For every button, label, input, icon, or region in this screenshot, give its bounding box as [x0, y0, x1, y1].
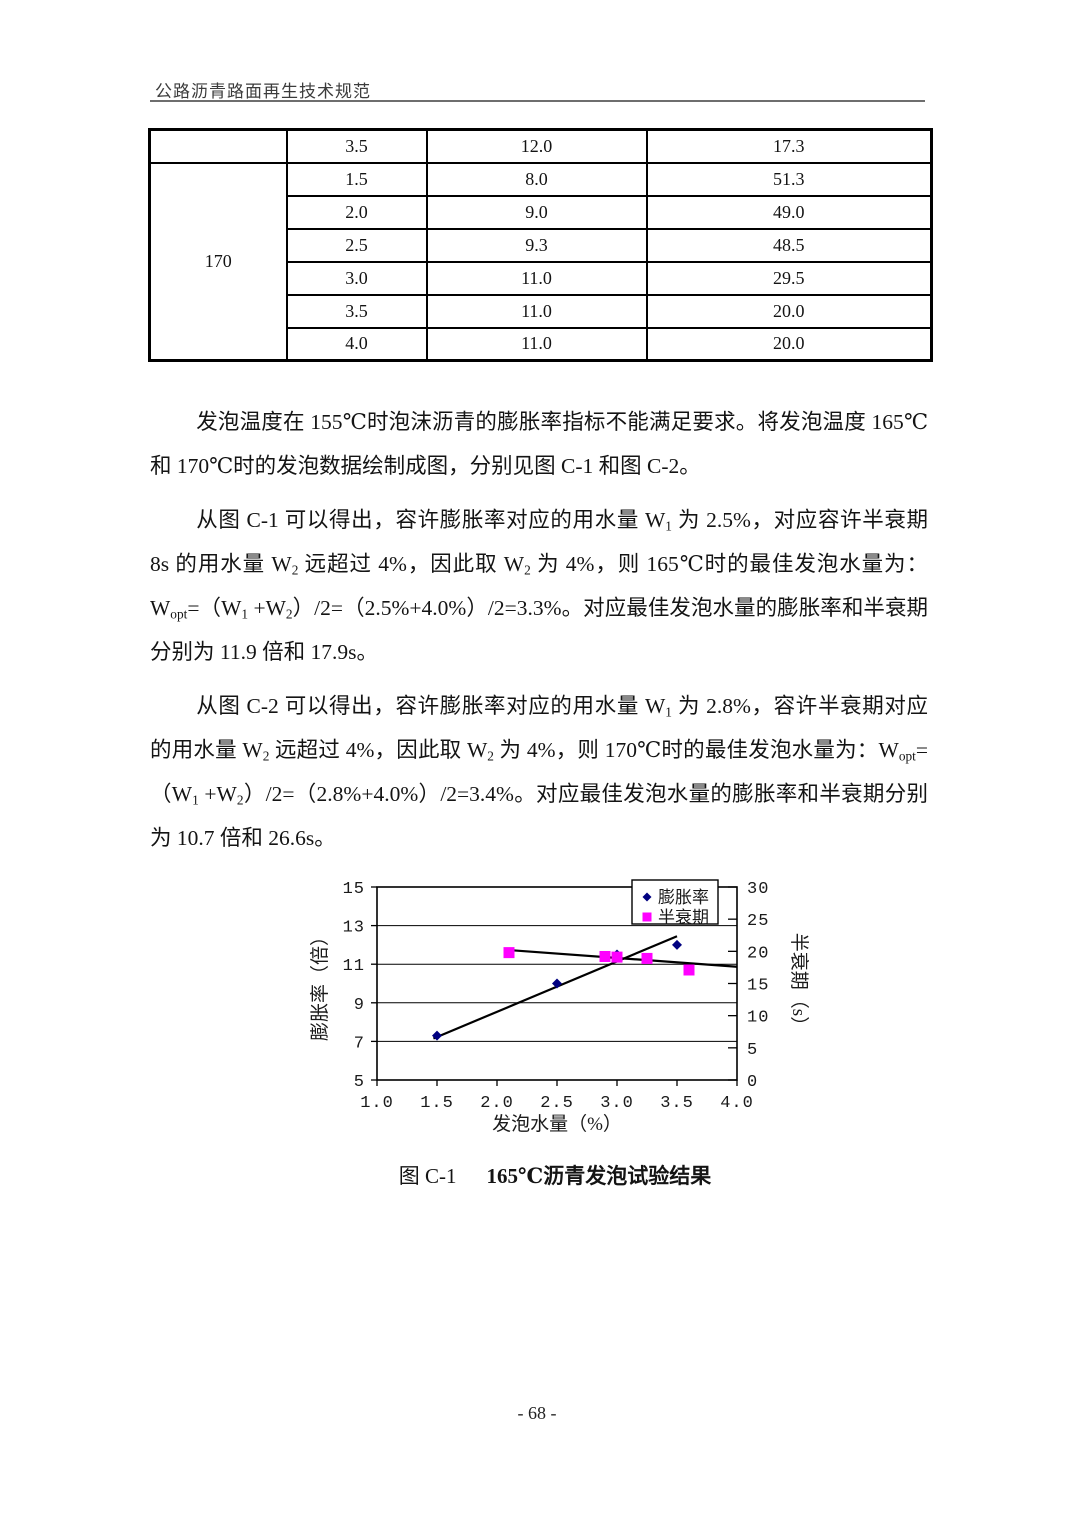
x-tick-label: 1.5 — [420, 1094, 454, 1113]
left-tick-label: 7 — [354, 1034, 365, 1053]
left-tick-label: 11 — [343, 957, 365, 976]
subscript: opt — [898, 748, 916, 764]
header-title: 公路沥青路面再生技术规范 — [155, 82, 371, 101]
table-row: 3.5 12.0 17.3 — [148, 128, 933, 164]
header-rule — [150, 100, 925, 102]
trendline-series-0 — [432, 935, 678, 1040]
table-cell: 3.0 — [285, 260, 428, 296]
table-cell: 49.0 — [645, 194, 933, 230]
left-tick-label: 9 — [354, 996, 365, 1015]
table-cell: 51.3 — [645, 161, 933, 197]
chart-svg: 5 7 9 11 13 15 0 5 10 15 20 25 30 1.0 1.5 2.0 2.5 3.0 3.5 4… — [309, 879, 810, 1135]
subscript: 1 — [665, 518, 672, 534]
x-tick-label: 3.0 — [600, 1094, 634, 1113]
table-cell: 2.0 — [285, 194, 428, 230]
left-axis-title: 膨胀率（倍） — [309, 927, 331, 1041]
x-tick-label: 2.5 — [540, 1094, 574, 1113]
table-row: 3.5 11.0 20.0 — [150, 293, 933, 329]
marker-square — [641, 952, 653, 964]
right-tick-label: 10 — [747, 1009, 769, 1028]
table-cell: 11.0 — [425, 260, 648, 296]
table-cell: 3.5 — [285, 293, 428, 329]
subscript: 2 — [291, 562, 299, 578]
table-cell: 12.0 — [425, 128, 648, 164]
table-cell: 8.0 — [425, 161, 648, 197]
table-row: 170 1.5 8.0 51.3 — [148, 161, 933, 362]
body-text: 发泡温度在 155℃时泡沫沥青的膨胀率指标不能满足要求。将发泡温度 165℃和 … — [150, 400, 928, 860]
left-tick-label: 5 — [354, 1073, 365, 1092]
legend-square-marker — [642, 912, 652, 922]
page-number: - 68 - — [517, 1403, 557, 1423]
x-tick-label: 2.0 — [480, 1094, 514, 1113]
marker-square — [683, 964, 695, 976]
marker-diamond — [432, 1030, 442, 1041]
marker-square — [599, 950, 611, 962]
marker-square — [503, 947, 515, 959]
x-axis-title: 发泡水量（%） — [492, 1113, 622, 1135]
figure-caption-title: 165℃沥青发泡试验结果 — [486, 1164, 712, 1188]
table-cell: 20.0 — [645, 326, 933, 362]
table-cell: 29.5 — [645, 260, 933, 296]
table-cell: 1.5 — [285, 161, 428, 197]
table-row: 2.5 9.3 48.5 — [150, 227, 933, 263]
subscript: 2 — [236, 792, 244, 808]
table-cell: 4.0 — [285, 326, 428, 362]
subscript: 2 — [487, 748, 494, 764]
paragraph-3: 从图 C-2 可以得出，容许膨胀率对应的用水量 W1 为 2.8%，容许半衰期对… — [150, 694, 929, 850]
figure-caption-label: 图 C-1 — [398, 1164, 457, 1188]
marker-diamond — [672, 939, 682, 950]
legend-label: 半衰期 — [658, 908, 709, 927]
table-row: 4.0 11.0 20.0 — [150, 326, 933, 362]
left-tick-label: 13 — [343, 919, 365, 938]
table-cell: 17.3 — [645, 128, 933, 164]
table-cell: 2.5 — [285, 227, 428, 263]
subscript: 2 — [524, 562, 531, 578]
subscript: opt — [170, 606, 188, 622]
marker-diamond — [552, 978, 562, 989]
x-tick-label: 3.5 — [660, 1094, 694, 1113]
table-cell: 9.0 — [425, 194, 648, 230]
paragraph-2: 从图 C-1 可以得出，容许膨胀率对应的用水量 W1 为 2.5%，对应容许半衰… — [150, 508, 928, 664]
right-tick-label: 20 — [747, 944, 769, 963]
table-cell-empty — [148, 128, 288, 164]
figure-c1-chart: 5 7 9 11 13 15 0 5 10 15 20 25 30 1.0 1.5 2.0 2.5 3.0 3.5 4… — [298, 866, 820, 1158]
table-cell: 48.5 — [645, 227, 933, 263]
table-row: 2.0 9.0 49.0 — [150, 194, 933, 230]
legend-diamond-marker — [642, 892, 652, 902]
figure-caption: 图 C-1 165℃沥青发泡试验结果 — [18, 1160, 1074, 1190]
marker-square — [611, 951, 623, 963]
subscript: 2 — [262, 748, 270, 764]
x-tick-label: 1.0 — [360, 1094, 394, 1113]
subscript: 1 — [192, 792, 199, 808]
right-axis-title: 半衰期（s） — [788, 933, 810, 1035]
foaming-data-table: 3.5 12.0 17.3 170 1.5 8.0 51.3 2.0 9.0 4… — [148, 128, 933, 362]
right-tick-label: 0 — [747, 1073, 758, 1092]
table-cell: 11.0 — [425, 293, 648, 329]
trendline-series-1 — [508, 948, 738, 968]
table-cell: 9.3 — [425, 227, 648, 263]
table-cell: 11.0 — [425, 326, 648, 362]
table-row: 3.0 11.0 29.5 — [150, 260, 933, 296]
table-cell: 20.0 — [645, 293, 933, 329]
table-cell-temperature: 170 — [148, 161, 288, 362]
right-tick-label: 30 — [747, 880, 769, 899]
subscript: 2 — [285, 606, 293, 622]
paragraph-1: 发泡温度在 155℃时泡沫沥青的膨胀率指标不能满足要求。将发泡温度 165℃和 … — [150, 410, 928, 478]
legend-label: 膨胀率 — [658, 888, 709, 907]
right-tick-label: 15 — [747, 977, 769, 996]
right-tick-label: 5 — [747, 1041, 758, 1060]
table-cell: 3.5 — [285, 128, 428, 164]
subscript: 1 — [665, 704, 672, 720]
left-tick-label: 15 — [343, 880, 365, 899]
x-tick-label: 4.0 — [720, 1094, 754, 1113]
subscript: 1 — [241, 606, 249, 622]
right-tick-label: 25 — [747, 912, 769, 931]
